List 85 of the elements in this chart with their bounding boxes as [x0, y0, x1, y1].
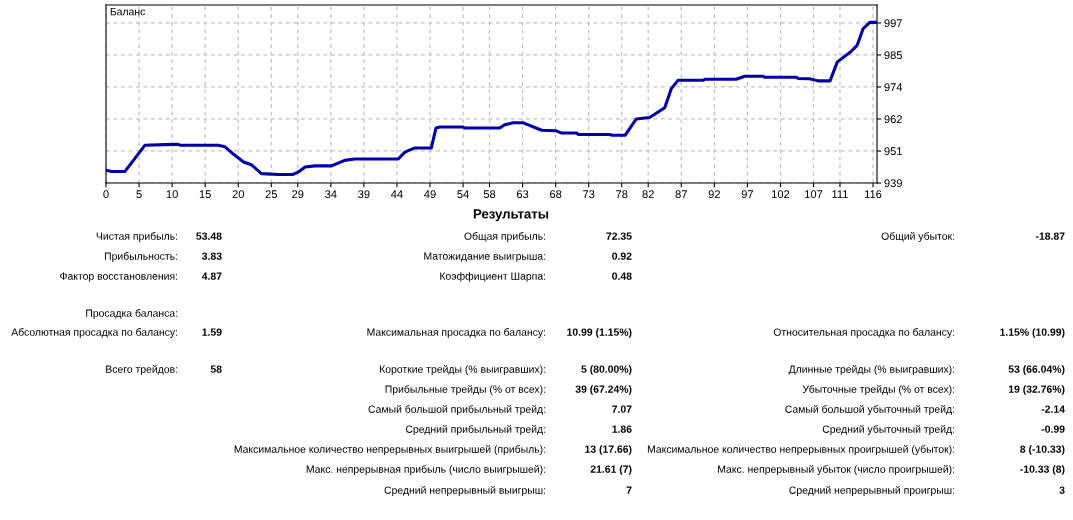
x-tick-label: 54 — [457, 190, 469, 199]
text: Абсолютная просадка по балансу: — [11, 328, 178, 338]
text: 3 — [1059, 486, 1065, 494]
text: 72.35 — [606, 232, 632, 240]
text: Средний убыточный трейд: — [822, 425, 955, 435]
text: -18.87 — [1035, 232, 1065, 240]
text: Всего трейдов: — [106, 365, 178, 375]
text: Короткие трейды (% выигравших): — [380, 365, 546, 375]
x-tick-label: 92 — [708, 190, 720, 199]
x-tick-label: 58 — [483, 190, 496, 199]
text: 7 — [626, 486, 632, 494]
y-tick-label: 951 — [884, 147, 902, 156]
x-tick-label: 82 — [642, 190, 654, 199]
x-tick-label: 44 — [391, 190, 403, 198]
x-tick-label: 63 — [516, 190, 529, 199]
x-tick-label: 97 — [741, 190, 754, 199]
y-tick-label: 974 — [884, 83, 903, 92]
text: Фактор восстановления: — [60, 272, 178, 282]
x-tick-label: 116 — [865, 190, 882, 199]
text: Средний непрерывный проигрыш: — [789, 486, 955, 496]
text: 1.15% (10.99) — [1000, 328, 1065, 338]
text: Макс. непрерывная прибыль (число выигрышей): — [306, 465, 546, 475]
text: Средний непрерывный выигрыш: — [384, 486, 546, 496]
x-tick-label: 49 — [424, 190, 436, 199]
text: Прибыльные трейды (% от всех): — [385, 385, 546, 395]
text: 1.59 — [202, 328, 222, 336]
text: 8 (-10.33) — [1020, 445, 1065, 455]
text: 58 — [210, 365, 222, 373]
text: 13 (17.66) — [585, 445, 632, 455]
text: 19 (32.76%) — [1008, 385, 1065, 395]
text: 4.87 — [201, 272, 222, 280]
text: Относительная просадка по балансу: — [773, 328, 955, 338]
x-tick-label: 87 — [675, 190, 687, 199]
text: Максимальное количество непрерывных выигрышей (прибыль): — [234, 445, 546, 455]
x-tick-label: 5 — [136, 190, 142, 199]
text: 3.83 — [201, 252, 222, 260]
text: 39 (67.24%) — [575, 385, 632, 395]
text: Результаты — [473, 209, 549, 222]
text: Матожидание выигрыша: — [424, 252, 546, 262]
text: Общий убыток: — [881, 232, 955, 242]
text: 0.48 — [612, 272, 632, 280]
text: 53 (66.04%) — [1008, 365, 1065, 375]
x-tick-label: 15 — [199, 190, 211, 199]
text: Самый большой прибыльный трейд: — [368, 405, 546, 415]
text: Средний прибыльный трейд: — [405, 425, 546, 435]
text: Общая прибыль: — [464, 232, 546, 242]
text: -10.33 (8) — [1020, 465, 1065, 475]
text: Убыточные трейды (% от всех): — [802, 385, 955, 395]
x-tick-label: 34 — [325, 190, 337, 199]
text: Чистая прибыль: — [96, 232, 178, 242]
text: -0.99 — [1041, 425, 1065, 433]
line-series — [106, 20, 877, 176]
x-tick-label: 0 — [103, 190, 109, 199]
x-tick-label: 29 — [292, 190, 304, 199]
text: 21.61 (7) — [590, 465, 632, 475]
y-tick-label: 985 — [884, 51, 903, 60]
x-tick-label: 107 — [805, 190, 823, 199]
text: Прибыльность: — [104, 252, 178, 262]
text: Макс. непрерывный убыток (число проигрышей): — [718, 465, 955, 475]
text: Просадка баланса: — [86, 309, 178, 319]
text: Максимальная просадка по балансу: — [367, 328, 546, 338]
text: Максимальное количество непрерывных проигрышей (убыток): — [647, 445, 955, 455]
x-tick-label: 68 — [550, 190, 562, 199]
text: 0.92 — [612, 252, 632, 260]
text: Самый большой убыточный трейд: — [785, 405, 955, 415]
y-tick-label: 939 — [884, 179, 902, 188]
x-tick-label: 20 — [232, 190, 244, 199]
x-tick-label: 78 — [616, 190, 628, 199]
text: 1.86 — [612, 425, 632, 433]
text: 7.07 — [612, 405, 632, 413]
y-tick-label: 962 — [884, 115, 902, 124]
text: -2.14 — [1041, 405, 1065, 413]
text: 53.48 — [196, 232, 222, 240]
x-tick-label: 102 — [772, 190, 790, 199]
x-tick-label: 10 — [166, 190, 178, 199]
text: Длинные трейды (% выигравших): — [788, 365, 955, 375]
x-tick-label: 111 — [832, 190, 848, 198]
text: Коэффициент Шарпа: — [440, 272, 546, 282]
x-tick-label: 25 — [265, 190, 278, 199]
chart-title: Баланс — [110, 8, 146, 16]
x-tick-label: 39 — [358, 190, 370, 199]
text: 5 (80.00%) — [581, 365, 632, 375]
x-tick-label: 73 — [583, 190, 595, 199]
text: 10.99 (1.15%) — [567, 328, 632, 338]
y-tick-label: 997 — [884, 19, 902, 28]
